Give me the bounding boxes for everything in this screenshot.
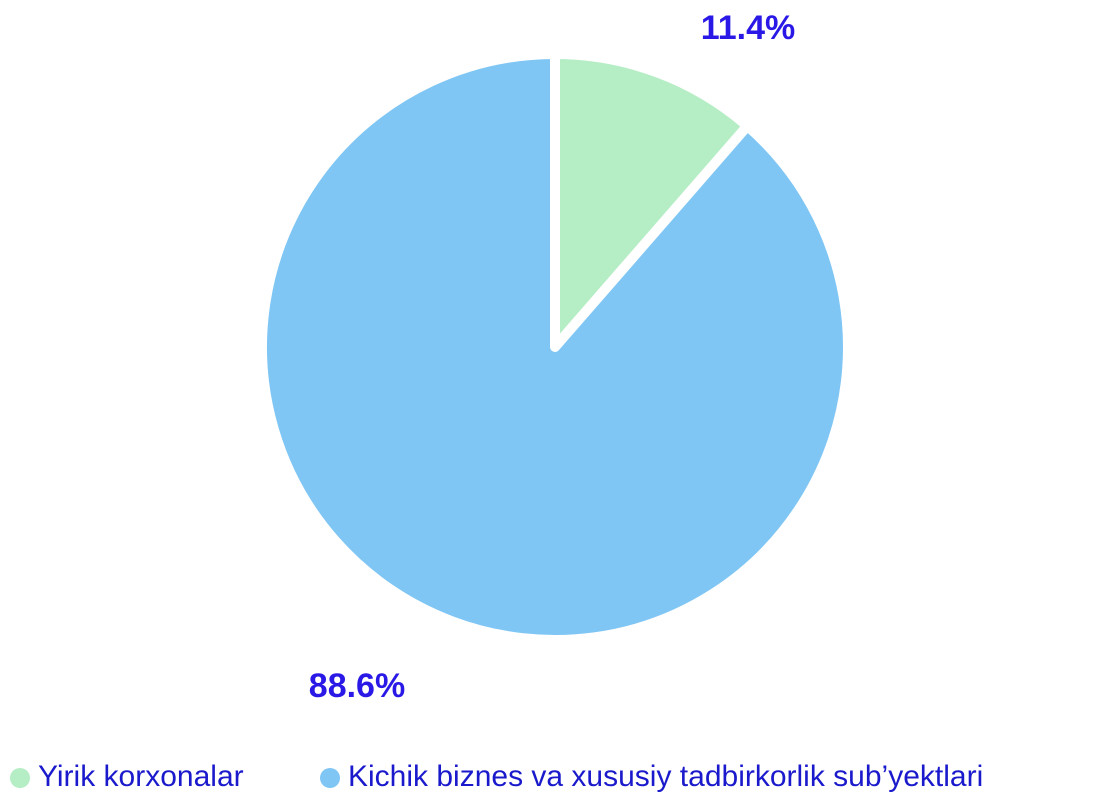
legend-swatch xyxy=(10,768,30,788)
pie-slice xyxy=(257,49,853,645)
legend-swatch xyxy=(320,768,340,788)
legend-label: Yirik korxonalar xyxy=(38,760,244,793)
value-label: 88.6% xyxy=(309,667,405,705)
pie-slice xyxy=(550,49,753,352)
value-label: 11.4% xyxy=(701,9,796,47)
legend-label: Kichik biznes va xususiy tadbirkorlik su… xyxy=(348,760,983,793)
